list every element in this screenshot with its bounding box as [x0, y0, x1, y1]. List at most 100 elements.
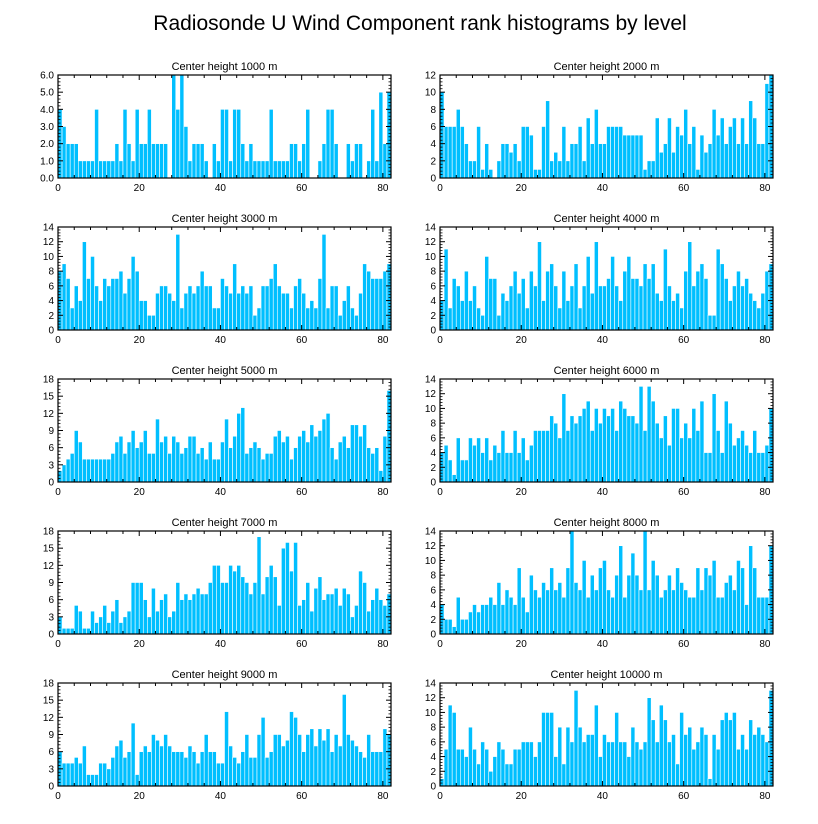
histogram-bar — [175, 441, 181, 483]
histogram-bar — [541, 300, 546, 331]
histogram-bar — [565, 567, 571, 635]
histogram-bar — [618, 300, 624, 331]
histogram-bar — [346, 447, 351, 483]
histogram-bar — [740, 734, 745, 787]
y-tick-label: 8 — [48, 267, 54, 278]
histogram-bar — [646, 697, 652, 787]
histogram-bar — [589, 734, 595, 787]
histogram-bar — [480, 452, 485, 483]
histogram-bar — [350, 160, 355, 179]
histogram-bar — [102, 160, 108, 179]
histogram-bar — [305, 734, 311, 787]
histogram-bar — [740, 285, 745, 331]
histogram-bar — [504, 143, 510, 179]
histogram-bar — [719, 263, 725, 331]
histogram-bar — [614, 285, 619, 331]
histogram-bar — [508, 285, 514, 331]
histogram-bar — [549, 415, 555, 483]
panel-title: Center height 7000 m — [172, 517, 278, 529]
histogram-bar — [663, 143, 668, 179]
histogram-bar — [175, 234, 181, 331]
histogram-bar — [589, 143, 595, 179]
histogram-bar — [744, 278, 749, 331]
histogram-bar — [134, 582, 140, 635]
histogram-bar — [155, 418, 160, 483]
histogram-bar — [622, 134, 628, 179]
histogram-bar — [472, 160, 477, 179]
y-tick-label: 5.0 — [40, 88, 54, 99]
histogram-bar — [252, 441, 258, 483]
histogram-bar — [533, 285, 538, 331]
histogram-bar — [488, 278, 494, 331]
y-tick-label: 3 — [48, 460, 54, 471]
histogram-bar — [752, 300, 758, 331]
histogram-bar — [248, 447, 254, 483]
histogram-bar — [98, 616, 103, 635]
x-tick-label: 60 — [296, 487, 308, 498]
x-tick-label: 20 — [516, 183, 528, 194]
histogram-bar — [476, 763, 481, 787]
histogram-bar — [447, 126, 453, 179]
histogram-bar — [268, 751, 274, 787]
panel-title: Center height 10000 m — [551, 669, 663, 681]
y-tick-label: 3 — [48, 612, 54, 623]
histogram-bar — [581, 560, 587, 635]
histogram-bar — [82, 458, 87, 483]
histogram-bar — [492, 604, 498, 635]
histogram-bar — [484, 437, 490, 483]
histogram-bar — [228, 745, 233, 787]
histogram-bar — [183, 126, 189, 179]
histogram-bar — [272, 734, 278, 787]
histogram-bar — [577, 589, 583, 635]
histogram-bar — [451, 626, 457, 635]
histogram-bar — [329, 751, 335, 787]
x-tick-label: 80 — [759, 183, 771, 194]
y-tick-label: 6 — [48, 281, 54, 292]
histogram-bar — [203, 593, 209, 635]
histogram-bar — [130, 582, 136, 635]
histogram-bar — [764, 83, 770, 179]
histogram-bar — [297, 160, 302, 179]
histogram-bar — [374, 447, 380, 483]
histogram-bar — [460, 300, 465, 331]
histogram-bar — [94, 109, 99, 179]
histogram-bar — [260, 717, 266, 787]
histogram-bar — [248, 593, 254, 635]
histogram-bar — [553, 285, 559, 331]
histogram-bar — [309, 610, 315, 635]
histogram-bar — [126, 441, 132, 483]
y-tick-label: 1.0 — [40, 156, 54, 167]
histogram-bar — [744, 748, 749, 787]
histogram-bar — [309, 728, 315, 787]
histogram-bar — [626, 574, 632, 635]
histogram-bar — [541, 582, 546, 635]
histogram-bar — [496, 582, 502, 635]
histogram-bar — [224, 109, 229, 179]
histogram-bar — [224, 418, 229, 483]
histogram-bar — [370, 751, 376, 787]
histogram-bar — [301, 599, 307, 635]
histogram-bar — [90, 458, 95, 483]
histogram-bar — [732, 117, 737, 179]
histogram-bar — [557, 160, 563, 179]
histogram-bar — [581, 160, 587, 179]
histogram-bar — [264, 453, 270, 483]
histogram-bar — [179, 599, 185, 635]
histogram-bar — [736, 143, 741, 179]
histogram-bar — [715, 134, 721, 179]
histogram-bar — [281, 292, 286, 331]
histogram-bar — [443, 444, 449, 483]
histogram-bar — [451, 126, 457, 179]
histogram-bar — [618, 545, 624, 635]
histogram-bar — [464, 270, 469, 331]
x-tick-label: 40 — [215, 791, 227, 802]
histogram-bar — [695, 169, 701, 179]
histogram-bar — [756, 307, 762, 331]
histogram-bar — [553, 589, 559, 635]
histogram-bar — [199, 593, 205, 635]
histogram-bar — [650, 719, 656, 787]
histogram-bar — [565, 726, 571, 787]
histogram-bar — [752, 117, 758, 179]
histogram-bar — [61, 126, 67, 179]
histogram-bar — [610, 741, 615, 787]
